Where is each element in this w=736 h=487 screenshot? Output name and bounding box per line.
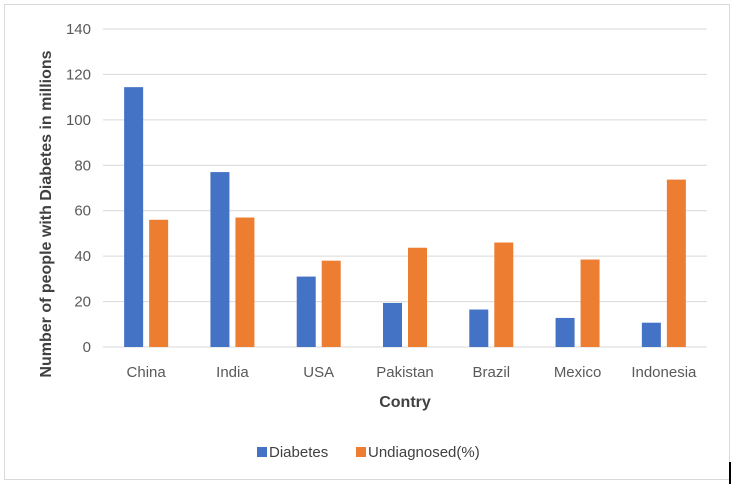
bar-diabetes-china — [124, 87, 144, 348]
x-tick-label-china: China — [127, 364, 167, 381]
x-tick-label-pakistan: Pakistan — [376, 364, 434, 381]
bar-undiagnosed-pakistan — [408, 247, 427, 347]
y-tick-label: 100 — [66, 112, 91, 129]
y-tick-label: 60 — [74, 203, 91, 220]
bar-diabetes-mexico — [555, 317, 575, 347]
edge-mark — [729, 462, 731, 484]
y-tick-label: 40 — [74, 248, 91, 265]
x-tick-labels: China India USA Pakistan Brazil Mexico Indones… — [127, 364, 697, 381]
bar-diabetes-usa — [296, 276, 316, 347]
bars — [124, 87, 686, 348]
bar-diabetes-india — [210, 172, 230, 347]
x-axis-title: Contry — [379, 394, 431, 411]
y-tick-label: 120 — [66, 66, 91, 83]
legend-swatch-undiagnosed — [356, 447, 366, 457]
y-axis-title: Number of people with Diabetes in millio… — [38, 50, 55, 377]
y-tick-label: 0 — [83, 339, 91, 356]
legend-label-diabetes: Diabetes — [269, 444, 328, 461]
bar-undiagnosed-brazil — [494, 242, 514, 347]
legend: Diabetes Undiagnosed(%) — [257, 444, 480, 461]
bar-diabetes-indonesia — [641, 322, 661, 347]
bar-undiagnosed-china — [149, 219, 169, 347]
legend-swatch-diabetes — [257, 447, 267, 457]
legend-label-undiagnosed: Undiagnosed(%) — [368, 444, 480, 461]
bar-undiagnosed-mexico — [580, 259, 600, 347]
bar-diabetes-brazil — [469, 309, 489, 347]
bar-undiagnosed-usa — [321, 260, 341, 347]
x-tick-label-india: India — [216, 364, 249, 381]
x-tick-label-usa: USA — [303, 364, 334, 381]
bar-undiagnosed-indonesia — [666, 179, 686, 347]
x-tick-label-brazil: Brazil — [473, 364, 511, 381]
y-tick-label: 20 — [74, 294, 91, 311]
bar-diabetes-pakistan — [383, 302, 402, 347]
y-tick-label: 80 — [74, 157, 91, 174]
x-tick-label-indonesia: Indonesia — [631, 364, 697, 381]
bar-undiagnosed-india — [235, 217, 255, 347]
y-tick-label: 140 — [66, 21, 91, 38]
x-tick-label-mexico: Mexico — [554, 364, 602, 381]
y-tick-labels: 0 20 40 60 80 100 120 140 — [66, 21, 91, 356]
gridlines — [103, 28, 707, 348]
